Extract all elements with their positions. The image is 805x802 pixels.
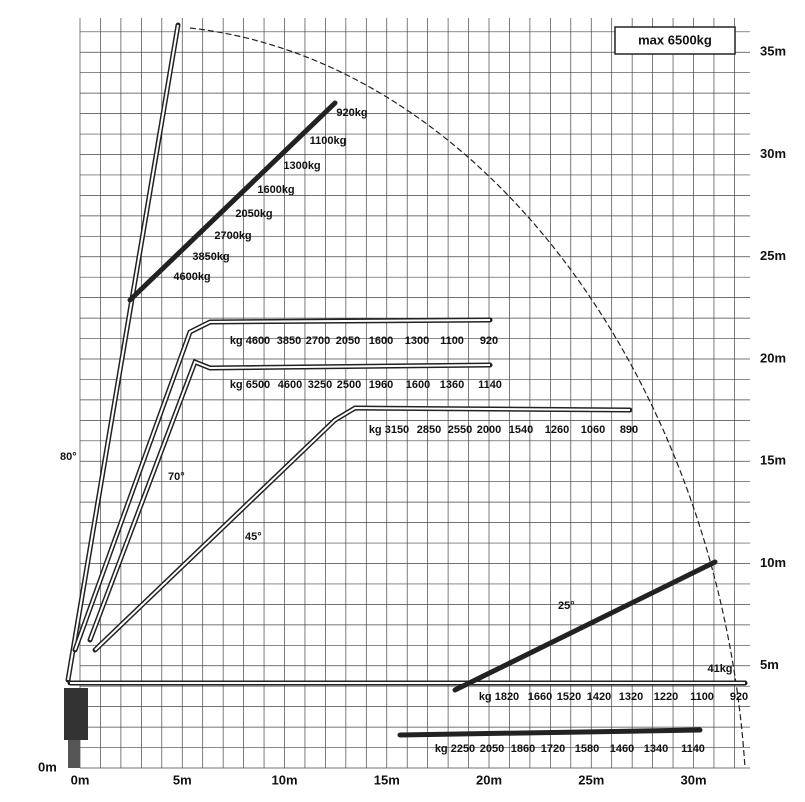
load-label: 920kg [336,107,367,119]
crane-base [64,688,88,740]
load-label: 890 [620,424,638,436]
x-axis-label: 25m [578,772,604,787]
load-label: 1600 [369,335,393,347]
y-axis-label: 5m [760,657,779,672]
load-label: 2550 [448,424,472,436]
load-label: 1720 [541,743,565,755]
load-label: 2700kg [214,230,251,242]
boom-70-lower-inner [89,360,491,641]
y-axis-label: 20m [760,350,786,365]
angle-label: 80° [60,451,77,463]
jib-low [397,727,703,738]
y-axis-label: 35m [760,44,786,59]
x-axis-label: 15m [374,772,400,787]
boom-45 [92,405,633,653]
load-label: 1420 [587,691,611,703]
x-axis-label: 5m [173,772,192,787]
reach-envelope [189,27,746,769]
load-label: 1600kg [257,184,294,196]
load-label: 1100kg [310,135,347,147]
load-label: kg 6500 [230,379,270,391]
load-label: 1520 [557,691,581,703]
y-axis-label: 30m [760,146,786,161]
load-label: 4600 [278,379,302,391]
load-label: 1860 [511,743,535,755]
load-label: 2050 [336,335,360,347]
load-label: 1100 [440,335,464,347]
load-label: kg 4600 [230,335,270,347]
x-axis-label: 10m [271,772,297,787]
grid [79,18,750,769]
legend-box [614,26,736,55]
boom-45-inner [94,406,631,651]
y-axis-label: 25m [760,248,786,263]
load-label: 3850kg [192,251,229,263]
load-label: 1460 [610,743,634,755]
angle-label: 25° [558,600,575,612]
booms [64,22,748,768]
load-label: 1060 [581,424,605,436]
load-label: 1260 [545,424,569,436]
load-label: 920 [480,335,498,347]
load-label: 1320 [619,691,643,703]
load-label: kg 2250 [435,743,475,755]
load-label: 1600 [406,379,430,391]
x-axis-label: 0m [71,772,90,787]
legend: max 6500kg [638,32,712,47]
load-label: 1300kg [283,160,320,172]
angle-label: 70° [168,471,185,483]
load-label: 2000 [477,424,501,436]
load-label: 1360 [440,379,464,391]
load-label: 2700 [306,335,330,347]
y-axis-label: 10m [760,555,786,570]
jib-25 [452,559,718,693]
load-label: 4600kg [173,271,210,283]
jib-80 [127,100,338,303]
load-label: 2850 [417,424,441,436]
boom-70-upper-inner [74,319,491,651]
load-label: 1660 [528,691,552,703]
angle-label: 45° [245,531,262,543]
labels: 0m 5m 10m 15m 20m 25m 30m 35m 0m 5m 10m 15m 20m 25m 30… [38,44,786,788]
load-label: 3850 [277,335,301,347]
load-label: 1100 [690,691,714,703]
load-label: 920 [730,691,748,703]
load-label: kg 1820 [479,691,519,703]
load-label: 1140 [478,379,502,391]
load-label: 2050 [480,743,504,755]
load-label: 1540 [509,424,533,436]
x-axis-label: 30m [680,772,706,787]
load-label: 3250 [308,379,332,391]
load-label: 41kg [707,663,732,675]
y-axis-label: 15m [760,453,786,468]
boom-80-inner [67,24,179,681]
y-axis-label: 0m [38,759,57,774]
load-label: 1960 [369,379,393,391]
crane-column [68,740,80,768]
x-axis-label: 20m [476,772,502,787]
load-label: 1140 [681,743,705,755]
load-label: 1300 [405,335,429,347]
load-label: 2050kg [235,208,272,220]
load-label: 2500 [337,379,361,391]
load-label: 1340 [644,743,668,755]
load-label: 1220 [654,691,678,703]
load-label: kg 3150 [369,424,409,436]
load-label: 1580 [575,743,599,755]
